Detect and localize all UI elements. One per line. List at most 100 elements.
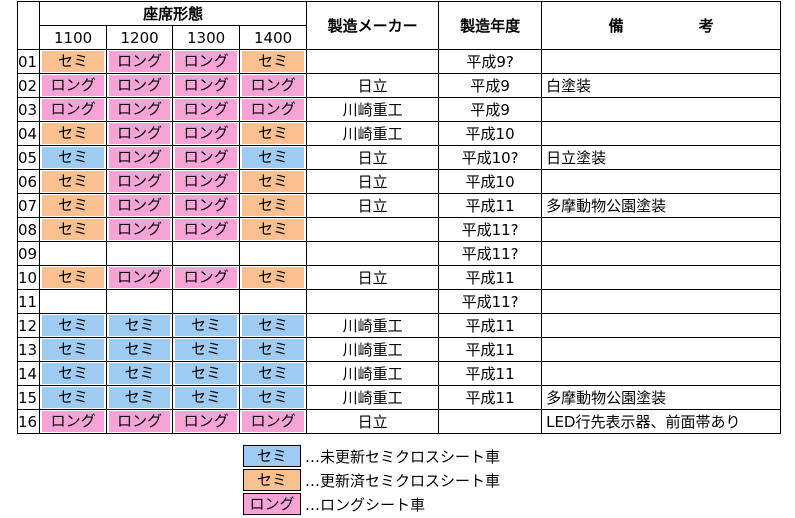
row-number: 10 bbox=[16, 265, 41, 290]
seat-cell: ロング bbox=[106, 145, 174, 170]
year-cell: 平成11? bbox=[438, 241, 543, 266]
table-row: 01 セミ ロング ロング セミ 平成9? bbox=[16, 49, 782, 74]
legend-item: セミ …未更新セミクロスシート車 bbox=[243, 444, 500, 468]
seat-cell: セミ bbox=[39, 169, 108, 194]
seat-type: セミ bbox=[175, 339, 238, 360]
seat-type: セミ bbox=[242, 387, 305, 408]
maker-cell bbox=[306, 241, 440, 266]
row-number: 09 bbox=[16, 241, 41, 266]
maker-cell: 川崎重工 bbox=[306, 337, 440, 362]
note-cell bbox=[541, 169, 782, 194]
seat-cell: セミ bbox=[39, 313, 108, 338]
seat-cell: セミ bbox=[239, 121, 308, 146]
maker-cell bbox=[306, 289, 440, 314]
seat-type: ロング bbox=[242, 411, 305, 432]
seat-cell: セミ bbox=[106, 361, 174, 386]
seat-cell: セミ bbox=[106, 385, 174, 410]
seat-type: ロング bbox=[42, 411, 105, 432]
note-cell: LED行先表示器、前面帯あり bbox=[541, 409, 782, 434]
table-row: 05 セミ ロング ロング セミ 日立 平成10? 日立塗装 bbox=[16, 145, 782, 170]
row-number: 03 bbox=[16, 97, 41, 122]
note-cell bbox=[541, 97, 782, 122]
seat-cell: セミ bbox=[39, 385, 108, 410]
table-row: 03 ロング ロング ロング ロング 川崎重工 平成9 bbox=[16, 97, 782, 122]
header-cell bbox=[16, 1, 41, 50]
year-cell: 平成11? bbox=[438, 289, 543, 314]
seat-type: ロング bbox=[175, 75, 238, 96]
year-cell: 平成10 bbox=[438, 169, 543, 194]
seat-cell bbox=[39, 241, 108, 266]
seat-cell: セミ bbox=[239, 193, 308, 218]
seat-type: セミ bbox=[242, 51, 305, 72]
seat-type: セミ bbox=[42, 339, 105, 360]
seat-cell: ロング bbox=[239, 73, 308, 98]
seat-type: ロング bbox=[175, 123, 238, 144]
seat-type: セミ bbox=[42, 123, 105, 144]
note-cell bbox=[541, 121, 782, 146]
table-row: 02 ロング ロング ロング ロング 日立 平成9 白塗装 bbox=[16, 73, 782, 98]
legend-text: …ロングシート車 bbox=[305, 495, 426, 514]
seat-type: セミ bbox=[242, 315, 305, 336]
seat-type: セミ bbox=[242, 147, 305, 168]
row-number: 15 bbox=[16, 385, 41, 410]
seat-type: セミ bbox=[42, 315, 105, 336]
maker-cell: 日立 bbox=[306, 265, 440, 290]
legend-item: ロング …ロングシート車 bbox=[243, 492, 500, 516]
table-row: 11 平成11? bbox=[16, 289, 782, 314]
maker-cell: 川崎重工 bbox=[306, 385, 440, 410]
seat-cell: セミ bbox=[172, 337, 241, 362]
row-number: 05 bbox=[16, 145, 41, 170]
table-row: 16 ロング ロング ロング ロング 日立 LED行先表示器、前面帯あり bbox=[16, 409, 782, 434]
seat-type: セミ bbox=[175, 363, 238, 384]
seat-type: ロング bbox=[109, 171, 171, 192]
seat-cell: セミ bbox=[239, 313, 308, 338]
year-cell: 平成11 bbox=[438, 361, 543, 386]
seat-type: ロング bbox=[109, 267, 171, 288]
row-number: 11 bbox=[16, 289, 41, 314]
seat-type: セミ bbox=[175, 387, 238, 408]
table-row: 13 セミ セミ セミ セミ 川崎重工 平成11 bbox=[16, 337, 782, 362]
table-row: 08 セミ ロング ロング セミ 平成11? bbox=[16, 217, 782, 242]
year-cell bbox=[438, 409, 543, 434]
legend-swatch: セミ bbox=[243, 445, 301, 467]
maker-cell: 川崎重工 bbox=[306, 97, 440, 122]
maker-cell bbox=[306, 49, 440, 74]
seat-cell: セミ bbox=[106, 337, 174, 362]
seat-type: セミ bbox=[42, 387, 105, 408]
sub-header-cell: 1100 bbox=[39, 25, 108, 50]
seat-type: セミ bbox=[42, 195, 105, 216]
maker-cell: 日立 bbox=[306, 409, 440, 434]
seat-type: ロング bbox=[42, 75, 105, 96]
table-row: 06 セミ ロング ロング セミ 日立 平成10 bbox=[16, 169, 782, 194]
seat-cell: ロング bbox=[172, 121, 241, 146]
seat-cell: ロング bbox=[106, 121, 174, 146]
seat-cell: ロング bbox=[172, 73, 241, 98]
row-number: 08 bbox=[16, 217, 41, 242]
seat-cell bbox=[106, 241, 174, 266]
seat-cell: セミ bbox=[172, 361, 241, 386]
seat-cell: ロング bbox=[106, 193, 174, 218]
seat-cell: ロング bbox=[172, 265, 241, 290]
note-cell bbox=[541, 241, 782, 266]
seat-cell: セミ bbox=[39, 193, 108, 218]
seat-type: セミ bbox=[42, 51, 105, 72]
seat-cell: ロング bbox=[106, 73, 174, 98]
seat-cell bbox=[106, 289, 174, 314]
note-cell bbox=[541, 361, 782, 386]
row-number: 01 bbox=[16, 49, 41, 74]
seat-cell: ロング bbox=[106, 217, 174, 242]
note-cell: 多摩動物公園塗装 bbox=[541, 385, 782, 410]
table-header: 座席形態 製造メーカー 製造年度 備 考 1100 1200 1300 1400 bbox=[16, 1, 782, 50]
seat-type: ロング bbox=[242, 75, 305, 96]
row-number: 13 bbox=[16, 337, 41, 362]
note-cell bbox=[541, 217, 782, 242]
header-cell: 座席形態 bbox=[39, 1, 308, 26]
note-cell bbox=[541, 265, 782, 290]
seat-type: セミ bbox=[42, 147, 105, 168]
sub-header-cell: 1400 bbox=[239, 25, 308, 50]
seat-cell: ロング bbox=[172, 409, 241, 434]
seat-type: ロング bbox=[175, 51, 238, 72]
legend-text: …未更新セミクロスシート車 bbox=[305, 447, 501, 466]
seat-cell: ロング bbox=[172, 145, 241, 170]
seat-type: ロング bbox=[109, 411, 171, 432]
